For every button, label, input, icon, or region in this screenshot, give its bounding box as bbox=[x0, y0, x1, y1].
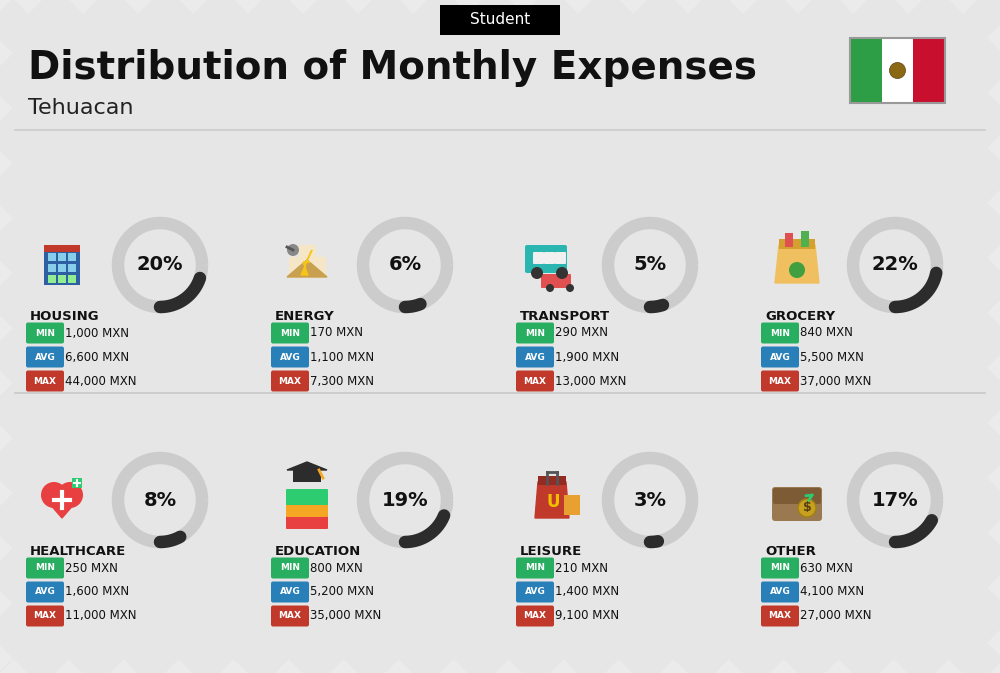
FancyBboxPatch shape bbox=[516, 371, 554, 392]
Text: 17%: 17% bbox=[872, 491, 918, 509]
Text: AVG: AVG bbox=[280, 353, 300, 361]
Text: MIN: MIN bbox=[770, 563, 790, 573]
Text: 170 MXN: 170 MXN bbox=[310, 326, 363, 339]
FancyBboxPatch shape bbox=[271, 371, 309, 392]
FancyBboxPatch shape bbox=[516, 347, 554, 367]
FancyBboxPatch shape bbox=[44, 245, 80, 285]
Text: Tehuacan: Tehuacan bbox=[28, 98, 134, 118]
Text: 5,200 MXN: 5,200 MXN bbox=[310, 586, 374, 598]
FancyBboxPatch shape bbox=[761, 322, 799, 343]
Polygon shape bbox=[287, 260, 327, 277]
FancyBboxPatch shape bbox=[779, 239, 815, 249]
Text: OTHER: OTHER bbox=[765, 545, 816, 558]
Text: MAX: MAX bbox=[278, 376, 302, 386]
FancyBboxPatch shape bbox=[271, 322, 309, 343]
Text: HEALTHCARE: HEALTHCARE bbox=[30, 545, 126, 558]
Text: MIN: MIN bbox=[35, 328, 55, 337]
FancyBboxPatch shape bbox=[440, 5, 560, 35]
FancyBboxPatch shape bbox=[516, 322, 554, 343]
Text: 37,000 MXN: 37,000 MXN bbox=[800, 374, 871, 388]
Text: AVG: AVG bbox=[35, 588, 55, 596]
Polygon shape bbox=[287, 462, 327, 470]
Text: 1,900 MXN: 1,900 MXN bbox=[555, 351, 619, 363]
Text: 1,100 MXN: 1,100 MXN bbox=[310, 351, 374, 363]
Circle shape bbox=[566, 284, 574, 292]
Text: 3%: 3% bbox=[634, 491, 666, 509]
Text: 290 MXN: 290 MXN bbox=[555, 326, 608, 339]
Text: 6%: 6% bbox=[388, 256, 422, 275]
FancyBboxPatch shape bbox=[26, 371, 64, 392]
Text: HOUSING: HOUSING bbox=[30, 310, 100, 323]
FancyBboxPatch shape bbox=[68, 264, 76, 272]
FancyBboxPatch shape bbox=[286, 489, 328, 505]
Text: LEISURE: LEISURE bbox=[520, 545, 582, 558]
FancyBboxPatch shape bbox=[761, 557, 799, 579]
Text: 44,000 MXN: 44,000 MXN bbox=[65, 374, 136, 388]
FancyBboxPatch shape bbox=[286, 513, 328, 529]
Circle shape bbox=[57, 482, 83, 508]
Text: GROCERY: GROCERY bbox=[765, 310, 835, 323]
Text: AVG: AVG bbox=[280, 588, 300, 596]
Circle shape bbox=[531, 267, 543, 279]
Text: AVG: AVG bbox=[770, 588, 790, 596]
FancyBboxPatch shape bbox=[850, 38, 882, 103]
FancyBboxPatch shape bbox=[761, 347, 799, 367]
Text: 9,100 MXN: 9,100 MXN bbox=[555, 610, 619, 623]
FancyBboxPatch shape bbox=[58, 275, 66, 283]
FancyBboxPatch shape bbox=[293, 470, 321, 482]
Text: MIN: MIN bbox=[35, 563, 55, 573]
FancyBboxPatch shape bbox=[772, 487, 822, 521]
FancyBboxPatch shape bbox=[44, 245, 80, 252]
FancyBboxPatch shape bbox=[58, 264, 66, 272]
FancyBboxPatch shape bbox=[286, 501, 328, 517]
Text: MIN: MIN bbox=[525, 328, 545, 337]
Text: MAX: MAX bbox=[768, 612, 792, 621]
Text: MIN: MIN bbox=[280, 563, 300, 573]
FancyBboxPatch shape bbox=[271, 557, 309, 579]
Text: 1,600 MXN: 1,600 MXN bbox=[65, 586, 129, 598]
Text: AVG: AVG bbox=[525, 353, 545, 361]
Circle shape bbox=[287, 244, 299, 256]
FancyBboxPatch shape bbox=[913, 38, 945, 103]
FancyBboxPatch shape bbox=[544, 252, 555, 264]
FancyBboxPatch shape bbox=[882, 38, 913, 103]
Text: MIN: MIN bbox=[280, 328, 300, 337]
Text: 1,400 MXN: 1,400 MXN bbox=[555, 586, 619, 598]
Text: AVG: AVG bbox=[35, 353, 55, 361]
FancyBboxPatch shape bbox=[533, 252, 544, 264]
FancyBboxPatch shape bbox=[761, 606, 799, 627]
FancyBboxPatch shape bbox=[58, 253, 66, 261]
Text: 6,600 MXN: 6,600 MXN bbox=[65, 351, 129, 363]
FancyBboxPatch shape bbox=[564, 495, 580, 515]
FancyBboxPatch shape bbox=[26, 606, 64, 627]
Text: MIN: MIN bbox=[525, 563, 545, 573]
FancyBboxPatch shape bbox=[761, 371, 799, 392]
Text: MAX: MAX bbox=[768, 376, 792, 386]
Text: 5%: 5% bbox=[633, 256, 667, 275]
Text: 250 MXN: 250 MXN bbox=[65, 561, 118, 575]
FancyBboxPatch shape bbox=[773, 488, 821, 504]
FancyBboxPatch shape bbox=[68, 253, 76, 261]
FancyBboxPatch shape bbox=[538, 476, 566, 485]
Polygon shape bbox=[42, 495, 82, 518]
FancyBboxPatch shape bbox=[801, 231, 809, 247]
Text: Student: Student bbox=[470, 13, 530, 28]
Text: AVG: AVG bbox=[770, 353, 790, 361]
Text: MIN: MIN bbox=[770, 328, 790, 337]
Text: TRANSPORT: TRANSPORT bbox=[520, 310, 610, 323]
Polygon shape bbox=[535, 482, 569, 518]
FancyBboxPatch shape bbox=[68, 275, 76, 283]
Polygon shape bbox=[301, 250, 312, 275]
Text: 4,100 MXN: 4,100 MXN bbox=[800, 586, 864, 598]
Text: 27,000 MXN: 27,000 MXN bbox=[800, 610, 872, 623]
Text: 19%: 19% bbox=[382, 491, 428, 509]
Text: 13,000 MXN: 13,000 MXN bbox=[555, 374, 626, 388]
Text: 35,000 MXN: 35,000 MXN bbox=[310, 610, 381, 623]
Circle shape bbox=[798, 499, 816, 517]
FancyBboxPatch shape bbox=[48, 264, 56, 272]
FancyBboxPatch shape bbox=[516, 557, 554, 579]
FancyBboxPatch shape bbox=[516, 606, 554, 627]
FancyBboxPatch shape bbox=[525, 245, 567, 273]
